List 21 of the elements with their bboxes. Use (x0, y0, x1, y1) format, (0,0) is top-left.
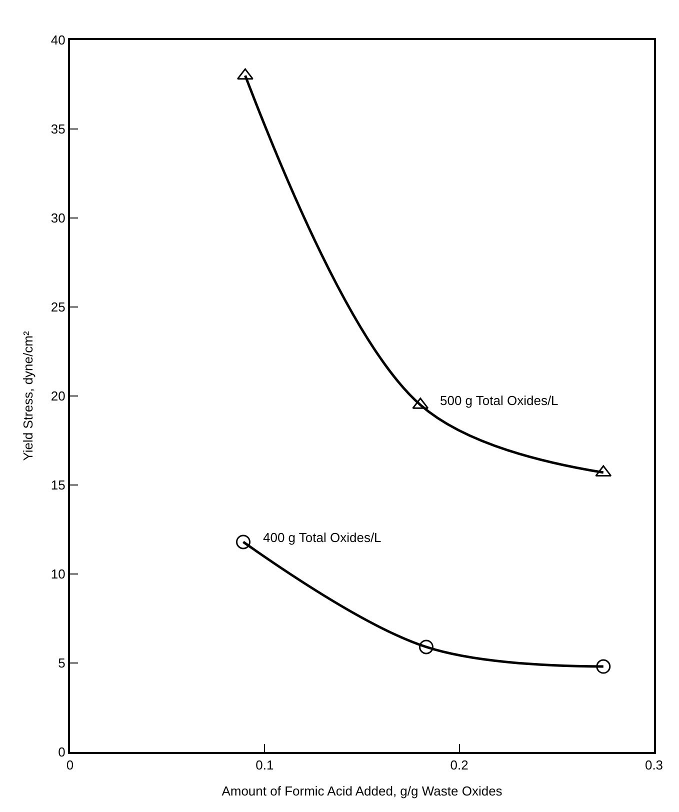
point (418, 640, 434, 654)
y-tick-label: 5 (58, 656, 66, 671)
point (236, 68, 254, 80)
y-tick-label: 30 (50, 210, 66, 226)
y-tick-label: 0 (58, 744, 66, 760)
y-tick-label: 35 (50, 122, 66, 137)
point (596, 659, 611, 674)
point (595, 465, 612, 477)
x-tick-label: 0.3 (644, 758, 664, 773)
x-tick-label: 0.1 (256, 758, 274, 773)
y-tick-label: 25 (50, 300, 66, 315)
point (236, 534, 250, 550)
y-tick-label: 20 (50, 388, 66, 404)
series-label: 500 g Total Oxides/L (440, 393, 558, 408)
y-tick-label: 10 (50, 566, 66, 582)
x-axis-title: Amount of Formic Acid Added, g/g Waste Oxides (222, 784, 503, 799)
y-tick-label: 15 (50, 478, 66, 493)
y-axis-title: Yield Stress, dyne/cm² (20, 330, 36, 461)
x-tick-label: 0.2 (450, 758, 468, 773)
series-label: 400 g Total Oxides/L (263, 530, 382, 545)
y-tick-label: 40 (50, 32, 66, 48)
